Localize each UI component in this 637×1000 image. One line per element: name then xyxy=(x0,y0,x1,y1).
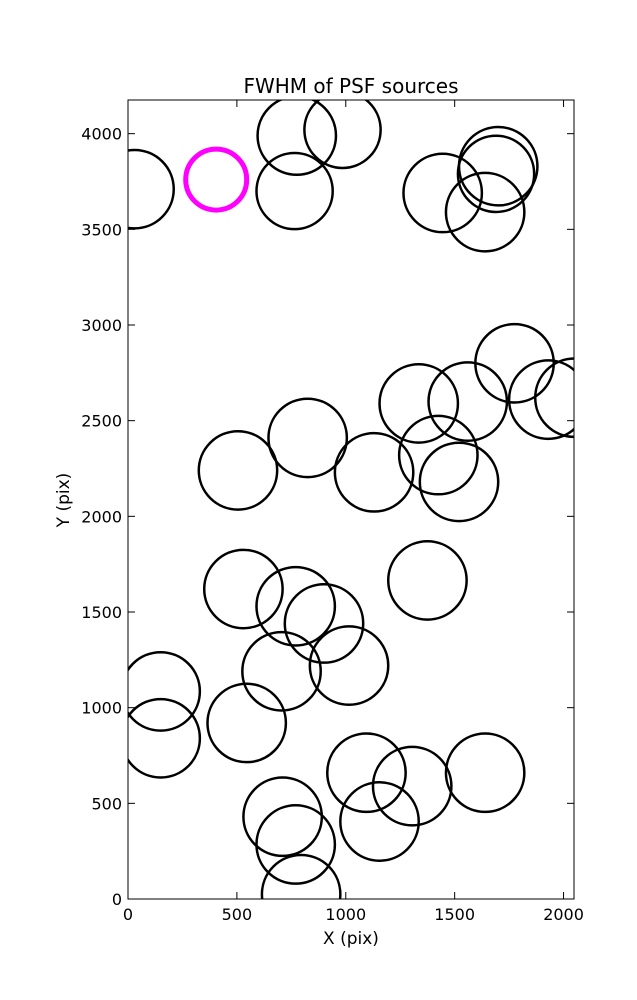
psf-source-circle xyxy=(128,148,175,230)
y-tick-label: 500 xyxy=(91,794,122,813)
psf-source-circle xyxy=(378,363,460,444)
x-tick-label: 0 xyxy=(123,905,133,924)
axes: 0 500 1000 1500 2000 0 500 1000 1500 2000 2500 3000… xyxy=(81,99,584,924)
psf-source-circle xyxy=(326,732,407,814)
y-tick-label: 0 xyxy=(112,890,122,909)
y-tick-label: 1500 xyxy=(81,603,122,622)
psf-source-circle xyxy=(371,745,453,827)
y-tick-label: 1000 xyxy=(81,699,122,718)
psf-source-circle xyxy=(308,625,390,707)
psf-source-circle xyxy=(206,682,288,764)
psf-source-circle xyxy=(444,732,526,814)
y-tick-label: 4000 xyxy=(81,125,122,144)
psf-source-circle xyxy=(474,322,555,404)
psf-source-circle xyxy=(255,151,334,231)
psf-source-circle xyxy=(386,539,468,621)
y-axis-label: Y (pix) xyxy=(54,473,74,529)
y-tick-label: 3500 xyxy=(81,220,122,239)
y-tick-label: 2000 xyxy=(81,507,122,526)
y-tick-label: 2500 xyxy=(81,412,122,431)
x-tick-label: 500 xyxy=(222,905,253,924)
psf-source-circle xyxy=(456,134,536,214)
psf-source-circle xyxy=(427,361,509,442)
psf-source-circle xyxy=(283,583,365,664)
psf-source-circle xyxy=(397,414,479,496)
psf-source-circle xyxy=(202,548,284,630)
chart-title: FWHM of PSF sources xyxy=(243,74,458,98)
psf-source-circle xyxy=(241,630,322,712)
psf-source-circle xyxy=(402,152,484,234)
psf-source-circle xyxy=(303,100,382,170)
plot-frame xyxy=(127,99,575,900)
x-tick-label: 1000 xyxy=(325,905,366,924)
psf-source-circle xyxy=(128,650,202,732)
x-tick-label: 1500 xyxy=(434,905,475,924)
psf-source-circle xyxy=(444,171,526,253)
psf-source-circle xyxy=(533,357,574,439)
psf-source-circle xyxy=(339,781,420,862)
psf-source-circle xyxy=(242,776,324,858)
x-tick-label: 2000 xyxy=(543,905,584,924)
psf-source-circle xyxy=(256,100,338,177)
x-axis-label: X (pix) xyxy=(323,929,379,949)
psf-source-circle xyxy=(507,359,574,441)
source-markers xyxy=(128,100,574,899)
highlighted-psf-source-circle xyxy=(183,146,250,213)
psf-source-circle xyxy=(197,429,279,511)
psf-source-circle xyxy=(255,804,337,885)
psf-source-circle xyxy=(418,441,500,523)
psf-source-circle xyxy=(128,697,202,779)
y-tick-label: 3000 xyxy=(81,316,122,335)
psf-source-circle xyxy=(255,565,337,647)
psf-source-circle xyxy=(333,431,415,513)
psf-source-circle xyxy=(260,853,342,899)
psf-source-circle xyxy=(267,397,349,479)
